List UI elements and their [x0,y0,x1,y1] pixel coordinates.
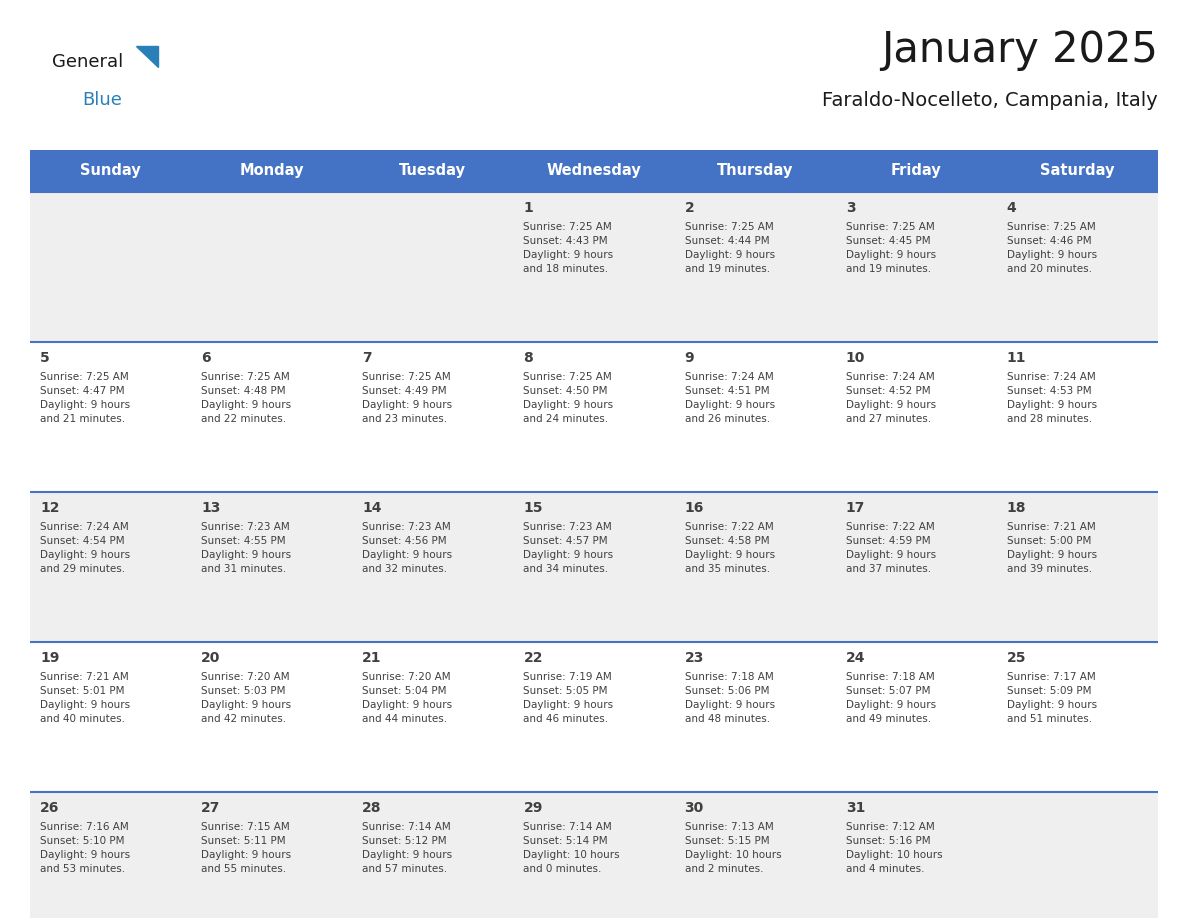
Bar [30,342,1158,492]
Text: Saturday: Saturday [1041,163,1114,178]
Text: General: General [52,53,124,71]
Text: 2: 2 [684,201,694,215]
Text: 26: 26 [40,801,59,815]
Text: 31: 31 [846,801,865,815]
Text: Sunrise: 7:24 AM
Sunset: 4:54 PM
Daylight: 9 hours
and 29 minutes.: Sunrise: 7:24 AM Sunset: 4:54 PM Dayligh… [40,522,131,574]
Bar [30,192,1158,342]
Text: Friday: Friday [891,163,942,178]
Text: Sunrise: 7:15 AM
Sunset: 5:11 PM
Daylight: 9 hours
and 55 minutes.: Sunrise: 7:15 AM Sunset: 5:11 PM Dayligh… [201,822,291,874]
Text: 16: 16 [684,501,704,515]
Polygon shape [135,46,158,68]
Text: Sunrise: 7:21 AM
Sunset: 5:00 PM
Daylight: 9 hours
and 39 minutes.: Sunrise: 7:21 AM Sunset: 5:00 PM Dayligh… [1007,522,1097,574]
Text: Sunrise: 7:20 AM
Sunset: 5:03 PM
Daylight: 9 hours
and 42 minutes.: Sunrise: 7:20 AM Sunset: 5:03 PM Dayligh… [201,672,291,724]
Text: Sunrise: 7:25 AM
Sunset: 4:47 PM
Daylight: 9 hours
and 21 minutes.: Sunrise: 7:25 AM Sunset: 4:47 PM Dayligh… [40,372,131,424]
Text: 7: 7 [362,351,372,365]
Bar [30,492,1158,642]
Text: 22: 22 [524,651,543,665]
Text: Blue: Blue [82,91,122,109]
Text: Monday: Monday [240,163,304,178]
Text: Sunrise: 7:24 AM
Sunset: 4:51 PM
Daylight: 9 hours
and 26 minutes.: Sunrise: 7:24 AM Sunset: 4:51 PM Dayligh… [684,372,775,424]
Text: 6: 6 [201,351,210,365]
Text: Sunrise: 7:21 AM
Sunset: 5:01 PM
Daylight: 9 hours
and 40 minutes.: Sunrise: 7:21 AM Sunset: 5:01 PM Dayligh… [40,672,131,724]
Text: 23: 23 [684,651,704,665]
Text: 25: 25 [1007,651,1026,665]
Text: Sunrise: 7:14 AM
Sunset: 5:14 PM
Daylight: 10 hours
and 0 minutes.: Sunrise: 7:14 AM Sunset: 5:14 PM Dayligh… [524,822,620,874]
Text: 3: 3 [846,201,855,215]
Text: Sunrise: 7:24 AM
Sunset: 4:53 PM
Daylight: 9 hours
and 28 minutes.: Sunrise: 7:24 AM Sunset: 4:53 PM Dayligh… [1007,372,1097,424]
Text: 10: 10 [846,351,865,365]
Text: 8: 8 [524,351,533,365]
Text: January 2025: January 2025 [881,29,1158,71]
Text: Sunrise: 7:13 AM
Sunset: 5:15 PM
Daylight: 10 hours
and 2 minutes.: Sunrise: 7:13 AM Sunset: 5:15 PM Dayligh… [684,822,782,874]
Text: 21: 21 [362,651,381,665]
Bar [30,792,1158,918]
Text: 18: 18 [1007,501,1026,515]
Text: Sunrise: 7:25 AM
Sunset: 4:44 PM
Daylight: 9 hours
and 19 minutes.: Sunrise: 7:25 AM Sunset: 4:44 PM Dayligh… [684,222,775,274]
Text: Sunrise: 7:25 AM
Sunset: 4:48 PM
Daylight: 9 hours
and 22 minutes.: Sunrise: 7:25 AM Sunset: 4:48 PM Dayligh… [201,372,291,424]
Text: 12: 12 [40,501,59,515]
Text: Sunrise: 7:24 AM
Sunset: 4:52 PM
Daylight: 9 hours
and 27 minutes.: Sunrise: 7:24 AM Sunset: 4:52 PM Dayligh… [846,372,936,424]
Text: Faraldo-Nocelleto, Campania, Italy: Faraldo-Nocelleto, Campania, Italy [822,91,1158,109]
Bar [30,642,1158,792]
Text: Sunrise: 7:25 AM
Sunset: 4:49 PM
Daylight: 9 hours
and 23 minutes.: Sunrise: 7:25 AM Sunset: 4:49 PM Dayligh… [362,372,453,424]
Text: Sunrise: 7:18 AM
Sunset: 5:07 PM
Daylight: 9 hours
and 49 minutes.: Sunrise: 7:18 AM Sunset: 5:07 PM Dayligh… [846,672,936,724]
Text: Wednesday: Wednesday [546,163,642,178]
Text: 27: 27 [201,801,221,815]
Text: Sunrise: 7:23 AM
Sunset: 4:55 PM
Daylight: 9 hours
and 31 minutes.: Sunrise: 7:23 AM Sunset: 4:55 PM Dayligh… [201,522,291,574]
Text: Sunrise: 7:23 AM
Sunset: 4:57 PM
Daylight: 9 hours
and 34 minutes.: Sunrise: 7:23 AM Sunset: 4:57 PM Dayligh… [524,522,613,574]
Text: Sunrise: 7:20 AM
Sunset: 5:04 PM
Daylight: 9 hours
and 44 minutes.: Sunrise: 7:20 AM Sunset: 5:04 PM Dayligh… [362,672,453,724]
Text: 5: 5 [40,351,50,365]
Text: Sunrise: 7:25 AM
Sunset: 4:46 PM
Daylight: 9 hours
and 20 minutes.: Sunrise: 7:25 AM Sunset: 4:46 PM Dayligh… [1007,222,1097,274]
Text: Sunrise: 7:23 AM
Sunset: 4:56 PM
Daylight: 9 hours
and 32 minutes.: Sunrise: 7:23 AM Sunset: 4:56 PM Dayligh… [362,522,453,574]
Text: Thursday: Thursday [716,163,794,178]
Text: 19: 19 [40,651,59,665]
Text: 24: 24 [846,651,865,665]
Text: Tuesday: Tuesday [399,163,467,178]
Text: Sunrise: 7:25 AM
Sunset: 4:50 PM
Daylight: 9 hours
and 24 minutes.: Sunrise: 7:25 AM Sunset: 4:50 PM Dayligh… [524,372,613,424]
Text: 30: 30 [684,801,703,815]
Text: 29: 29 [524,801,543,815]
Text: Sunrise: 7:17 AM
Sunset: 5:09 PM
Daylight: 9 hours
and 51 minutes.: Sunrise: 7:17 AM Sunset: 5:09 PM Dayligh… [1007,672,1097,724]
Text: 13: 13 [201,501,221,515]
Text: 15: 15 [524,501,543,515]
Text: 4: 4 [1007,201,1017,215]
Text: Sunrise: 7:16 AM
Sunset: 5:10 PM
Daylight: 9 hours
and 53 minutes.: Sunrise: 7:16 AM Sunset: 5:10 PM Dayligh… [40,822,131,874]
Text: Sunrise: 7:25 AM
Sunset: 4:45 PM
Daylight: 9 hours
and 19 minutes.: Sunrise: 7:25 AM Sunset: 4:45 PM Dayligh… [846,222,936,274]
Text: 9: 9 [684,351,694,365]
Text: 17: 17 [846,501,865,515]
Bar [30,150,1158,192]
Text: 28: 28 [362,801,381,815]
Text: Sunrise: 7:19 AM
Sunset: 5:05 PM
Daylight: 9 hours
and 46 minutes.: Sunrise: 7:19 AM Sunset: 5:05 PM Dayligh… [524,672,613,724]
Text: 1: 1 [524,201,533,215]
Text: Sunrise: 7:18 AM
Sunset: 5:06 PM
Daylight: 9 hours
and 48 minutes.: Sunrise: 7:18 AM Sunset: 5:06 PM Dayligh… [684,672,775,724]
Text: Sunday: Sunday [81,163,141,178]
Text: Sunrise: 7:22 AM
Sunset: 4:58 PM
Daylight: 9 hours
and 35 minutes.: Sunrise: 7:22 AM Sunset: 4:58 PM Dayligh… [684,522,775,574]
Text: Sunrise: 7:12 AM
Sunset: 5:16 PM
Daylight: 10 hours
and 4 minutes.: Sunrise: 7:12 AM Sunset: 5:16 PM Dayligh… [846,822,942,874]
Text: 11: 11 [1007,351,1026,365]
Text: Sunrise: 7:22 AM
Sunset: 4:59 PM
Daylight: 9 hours
and 37 minutes.: Sunrise: 7:22 AM Sunset: 4:59 PM Dayligh… [846,522,936,574]
Text: Sunrise: 7:14 AM
Sunset: 5:12 PM
Daylight: 9 hours
and 57 minutes.: Sunrise: 7:14 AM Sunset: 5:12 PM Dayligh… [362,822,453,874]
Text: 14: 14 [362,501,381,515]
Text: 20: 20 [201,651,221,665]
Text: Sunrise: 7:25 AM
Sunset: 4:43 PM
Daylight: 9 hours
and 18 minutes.: Sunrise: 7:25 AM Sunset: 4:43 PM Dayligh… [524,222,613,274]
